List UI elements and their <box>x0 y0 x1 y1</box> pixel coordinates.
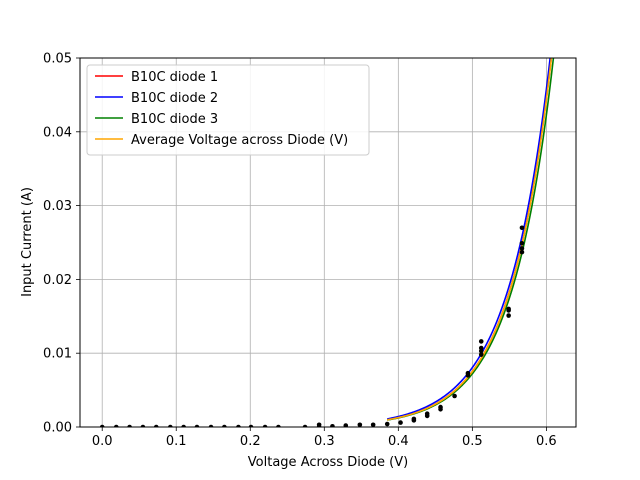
x-tick-label: 0.6 <box>536 434 557 449</box>
data-point <box>140 424 146 427</box>
legend: B10C diode 1 B10C diode 2 B10C diode 3 Aver… <box>86 64 370 156</box>
data-point <box>153 424 159 427</box>
legend-box <box>86 64 370 156</box>
y-tick-label: 0.03 <box>43 199 72 214</box>
legend-label: B10C diode 2 <box>131 91 218 106</box>
y-tick-label: 0.04 <box>43 125 72 140</box>
data-point <box>478 345 484 351</box>
data-point <box>276 424 281 427</box>
x-tick-label: 0.4 <box>388 434 409 449</box>
legend-label: B10C diode 3 <box>131 112 218 127</box>
x-tick-label: 0.2 <box>240 434 261 449</box>
data-point <box>181 424 186 427</box>
data-point <box>519 240 525 246</box>
data-point <box>424 411 430 417</box>
y-tick-label: 0.05 <box>43 52 72 67</box>
y-tick-label: 0.01 <box>43 347 72 362</box>
data-point <box>506 306 511 312</box>
plot-area <box>99 58 555 427</box>
data-point <box>330 423 335 427</box>
data-point <box>519 249 525 255</box>
data-point <box>194 424 200 427</box>
y-tick-label: 0.00 <box>43 421 72 436</box>
data-point <box>262 424 268 427</box>
data-point <box>343 423 349 427</box>
series-line-2 <box>387 58 551 420</box>
data-point <box>248 424 254 427</box>
x-axis-label: Voltage Across Diode (V) <box>248 455 408 470</box>
data-point <box>208 424 214 427</box>
data-point <box>452 393 457 399</box>
series-line-4 <box>387 58 553 421</box>
data-point <box>438 404 443 410</box>
series-lines <box>387 58 555 421</box>
data-point <box>519 246 525 251</box>
x-tick-label: 0.1 <box>166 434 187 449</box>
data-point <box>478 352 484 357</box>
data-point <box>519 225 525 231</box>
data-point <box>465 370 471 376</box>
data-point <box>236 424 241 427</box>
data-point <box>384 421 390 427</box>
x-tick-label: 0.0 <box>92 434 113 449</box>
x-tick-label: 0.5 <box>462 434 483 449</box>
data-point <box>302 424 308 427</box>
series-line-3 <box>387 58 555 421</box>
data-point <box>127 424 132 427</box>
x-tick-label: 0.3 <box>314 434 335 449</box>
data-point <box>370 422 376 427</box>
data-point <box>506 313 511 318</box>
y-axis-label: Input Current (A) <box>20 187 35 297</box>
data-point <box>411 416 417 422</box>
data-point <box>222 424 227 427</box>
data-point <box>357 422 363 427</box>
data-point <box>478 339 484 344</box>
x-axis: 0.0 0.1 0.2 0.3 0.4 0.5 0.6 <box>92 427 557 449</box>
scatter-points <box>99 225 525 427</box>
y-axis: 0.00 0.01 0.02 0.03 0.04 0.05 <box>43 52 80 436</box>
data-point <box>113 424 119 427</box>
data-point <box>168 424 173 427</box>
data-point <box>99 424 105 427</box>
axes-frame <box>79 57 577 428</box>
data-point <box>316 422 322 427</box>
series-line-1 <box>387 58 553 421</box>
legend-label: B10C diode 1 <box>131 70 218 85</box>
y-tick-label: 0.02 <box>43 273 72 288</box>
legend-label: Average Voltage across Diode (V) <box>131 133 348 148</box>
data-point <box>398 420 403 425</box>
